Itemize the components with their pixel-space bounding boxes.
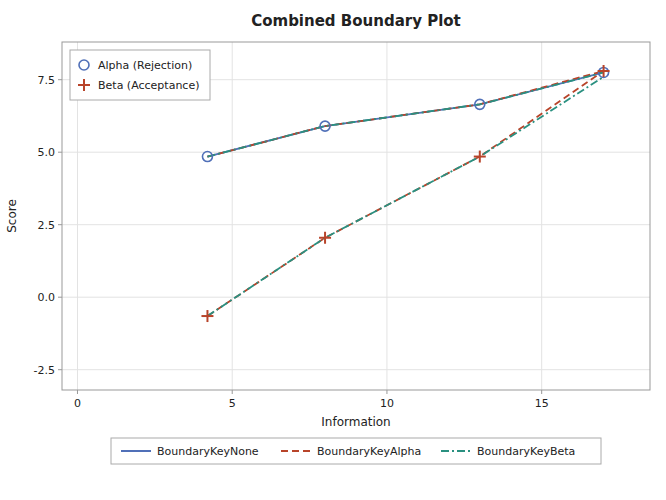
tick-label-y: 7.5 (38, 74, 56, 87)
tick-label-x: 10 (380, 397, 394, 410)
legend-label: Alpha (Rejection) (98, 59, 192, 72)
tick-x (77, 390, 78, 394)
tick-label-x: 5 (229, 397, 236, 410)
legend-symbol (121, 450, 151, 452)
tick-label-y: 0.0 (38, 291, 56, 304)
grid-line-x (232, 42, 233, 390)
tick-y (58, 297, 62, 298)
marks (201, 65, 609, 322)
tick-label-y: 2.5 (38, 219, 56, 232)
ticks: 0 5 10 15 -2.5 0.0 2.5 5.0 7.5 (34, 74, 549, 410)
tick-x (541, 390, 542, 394)
tick-label-x: 15 (535, 397, 549, 410)
tick-y (58, 79, 62, 80)
legend-label: BoundaryKeyNone (157, 445, 259, 458)
y-axis-label: Score (5, 199, 19, 233)
marker-part (83, 79, 85, 91)
title: Combined Boundary Plot (251, 12, 461, 30)
series-line (207, 71, 603, 316)
tick-label-y: -2.5 (34, 364, 55, 377)
legend-symbol (78, 79, 90, 91)
marker-part (479, 151, 481, 163)
point (202, 152, 212, 162)
grid-line-x (541, 42, 542, 390)
grid-line-y (62, 224, 650, 225)
point (598, 65, 610, 77)
chart: Combined Boundary Plot 0 5 10 15 -2.5 0.0 2.5 5.… (0, 0, 666, 500)
marker-part (206, 310, 208, 322)
legend-label: BoundaryKeyAlpha (317, 445, 421, 458)
legend-symbol (79, 60, 89, 70)
grid-line-y (62, 369, 650, 370)
plot-frame (62, 42, 650, 390)
x-axis-label: Information (321, 415, 390, 429)
legend-label: BoundaryKeyBeta (477, 445, 575, 458)
grid-line-x (386, 42, 387, 390)
legend-symbol (441, 450, 471, 452)
legend-markers: Alpha (Rejection) Beta (Acceptance) (70, 50, 210, 100)
series-line (207, 77, 603, 316)
marker-part (324, 232, 326, 244)
marker-part (603, 65, 605, 77)
legend-box (70, 50, 210, 100)
tick-x (386, 390, 387, 394)
grid (62, 42, 650, 390)
legend-label: Beta (Acceptance) (98, 79, 199, 92)
series-line (207, 72, 603, 156)
point (319, 232, 331, 244)
series-line (207, 71, 603, 157)
tick-x (232, 390, 233, 394)
grid-line-y (62, 152, 650, 153)
tick-label-y: 5.0 (38, 146, 56, 159)
grid-line-y (62, 297, 650, 298)
legend-symbol (281, 450, 311, 452)
legend-lines: BoundaryKeyNone BoundaryKeyAlpha BoundaryK… (111, 438, 601, 464)
point (201, 310, 213, 322)
tick-y (58, 369, 62, 370)
tick-y (58, 224, 62, 225)
tick-y (58, 152, 62, 153)
point (320, 121, 330, 131)
point (474, 151, 486, 163)
point (475, 99, 485, 109)
chart-container: Combined Boundary Plot 0 5 10 15 -2.5 0.0 2.5 5.… (0, 0, 666, 500)
legend-box (111, 438, 601, 464)
tick-label-x: 0 (74, 397, 81, 410)
